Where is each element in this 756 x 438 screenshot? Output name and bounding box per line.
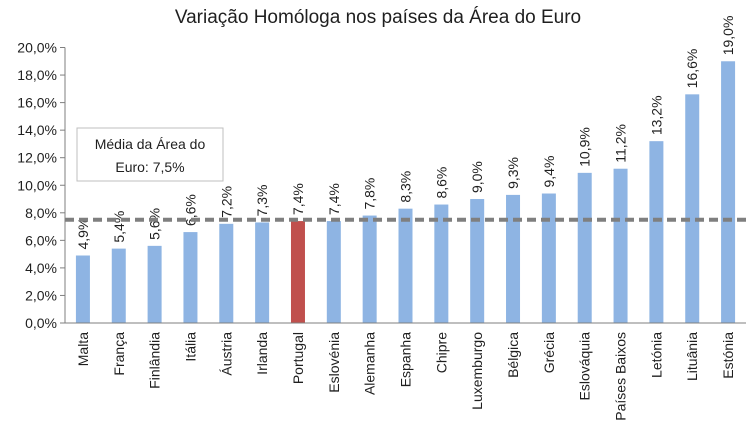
bar <box>290 221 305 323</box>
x-tick-label: Malta <box>75 332 91 366</box>
y-tick-label: 10,0% <box>17 177 57 193</box>
bar <box>541 193 556 323</box>
x-tick-label: Finlândia <box>147 332 163 389</box>
data-label: 11,2% <box>613 124 629 163</box>
bar <box>75 255 90 323</box>
bar <box>721 61 736 324</box>
x-tick-label: Itália <box>182 332 198 362</box>
y-tick-label: 12,0% <box>17 150 57 166</box>
data-label: 9,0% <box>469 161 485 193</box>
data-label: 8,6% <box>433 167 449 199</box>
data-label: 9,3% <box>505 157 521 189</box>
chart-title: Variação Homóloga nos países da Área do … <box>175 7 581 28</box>
bar <box>362 215 377 323</box>
y-tick-label: 18,0% <box>17 67 57 83</box>
data-label: 13,2% <box>648 95 664 135</box>
x-tick-label: Alemanha <box>362 332 378 395</box>
bar <box>649 141 664 323</box>
data-label: 10,9% <box>577 127 593 167</box>
data-label: 5,4% <box>111 211 127 243</box>
bar <box>147 245 162 323</box>
y-tick-label: 16,0% <box>17 95 57 111</box>
data-label: 16,6% <box>684 49 700 89</box>
data-label: 5,6% <box>147 208 163 240</box>
y-tick-label: 8,0% <box>25 205 57 221</box>
bar <box>470 199 485 323</box>
bars-group <box>75 61 736 324</box>
callout-text-line-2: Euro: 7,5% <box>115 159 184 175</box>
data-label: 4,9% <box>75 218 91 250</box>
y-tick-label: 2,0% <box>25 287 57 303</box>
bar <box>183 232 198 323</box>
x-tick-label: Espanha <box>398 332 414 387</box>
x-tick-label: Letónia <box>648 332 664 378</box>
bar <box>506 194 521 323</box>
x-tick-label: Eslováquia <box>577 332 593 401</box>
bar <box>613 168 628 323</box>
x-tick-label: Irlanda <box>254 332 270 375</box>
x-tick-label: Áustria <box>218 332 234 376</box>
x-tick-label: Lituânia <box>684 332 700 381</box>
data-label: 19,0% <box>720 16 736 56</box>
x-tick-label: Eslovénia <box>326 332 342 393</box>
data-label: 7,8% <box>362 178 378 210</box>
x-axis: Malta França Finlândia Itália Áustria Irlanda… <box>65 322 746 421</box>
y-tick-label: 0,0% <box>25 315 57 331</box>
x-tick-label: França <box>111 332 127 376</box>
data-label: 7,3% <box>254 185 270 217</box>
data-label: 7,4% <box>290 183 306 215</box>
x-tick-label: Luxemburgo <box>469 332 485 410</box>
data-label: 7,4% <box>326 183 342 215</box>
callout-text-line-1: Média da Área do <box>95 136 206 152</box>
callout-box <box>76 127 224 182</box>
x-tick-label: Portugal <box>290 332 306 384</box>
y-tick-label: 4,0% <box>25 260 57 276</box>
bar <box>219 223 234 323</box>
bar <box>685 94 700 324</box>
average-callout: Média da Área do Euro: 7,5% <box>76 127 224 182</box>
bar <box>398 208 413 323</box>
x-tick-label: Estónia <box>720 332 736 379</box>
data-labels-group: 4,9% 5,4% 5,6% 6,6% 7,2% 7,3% 7,4% 7,4% 7,8% 8,3%… <box>75 16 736 250</box>
x-tick-label: Chipre <box>433 332 449 373</box>
y-tick-label: 20,0% <box>17 40 57 56</box>
bar <box>326 221 341 323</box>
y-tick-label: 14,0% <box>17 122 57 138</box>
data-label: 9,4% <box>541 156 557 188</box>
y-axis: 0,0% 2,0% 4,0% 6,0% 8,0% 10,0% 12,0% 14,0% 16,0%… <box>17 40 66 331</box>
bar <box>111 248 126 323</box>
y-tick-label: 6,0% <box>25 232 57 248</box>
x-tick-label: Países Baixos <box>613 332 629 421</box>
x-tick-label: Grécia <box>541 332 557 373</box>
x-tick-label: Bélgica <box>505 332 521 378</box>
data-label: 8,3% <box>398 171 414 203</box>
data-label: 7,2% <box>218 186 234 218</box>
bar <box>434 204 449 323</box>
bar <box>577 172 592 323</box>
bar <box>255 222 270 323</box>
